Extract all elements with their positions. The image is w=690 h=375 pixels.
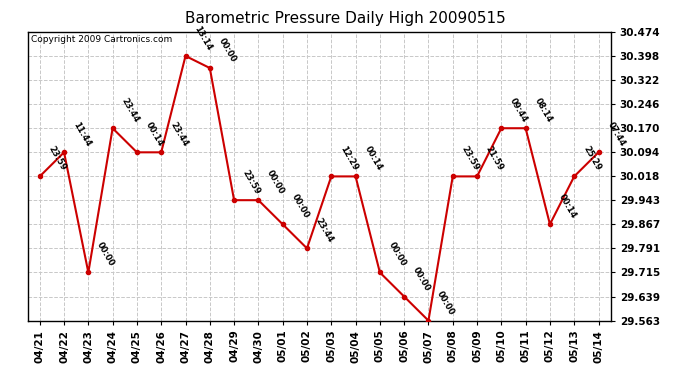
Text: 00:14: 00:14 <box>144 121 165 148</box>
Text: 00:00: 00:00 <box>95 241 116 268</box>
Text: 00:14: 00:14 <box>557 192 578 220</box>
Text: 13:14: 13:14 <box>193 24 214 52</box>
Text: 00:00: 00:00 <box>266 169 286 196</box>
Text: Barometric Pressure Daily High 20090515: Barometric Pressure Daily High 20090515 <box>185 11 505 26</box>
Text: 00:00: 00:00 <box>435 289 456 316</box>
Text: Copyright 2009 Cartronics.com: Copyright 2009 Cartronics.com <box>30 35 172 44</box>
Text: 12:29: 12:29 <box>338 145 359 172</box>
Text: 11:44: 11:44 <box>71 120 92 148</box>
Text: 23:59: 23:59 <box>241 168 262 196</box>
Text: 23:59: 23:59 <box>47 145 68 172</box>
Text: 07:44: 07:44 <box>605 121 627 148</box>
Text: 23:44: 23:44 <box>168 120 189 148</box>
Text: 08:14: 08:14 <box>533 96 553 124</box>
Text: 25:29: 25:29 <box>581 145 602 172</box>
Text: 00:00: 00:00 <box>411 265 432 292</box>
Text: 23:59: 23:59 <box>460 145 481 172</box>
Text: 23:44: 23:44 <box>119 96 141 124</box>
Text: 09:44: 09:44 <box>509 96 529 124</box>
Text: 21:59: 21:59 <box>484 145 505 172</box>
Text: 00:00: 00:00 <box>217 36 238 64</box>
Text: 00:00: 00:00 <box>387 241 408 268</box>
Text: 00:14: 00:14 <box>362 145 384 172</box>
Text: 23:44: 23:44 <box>314 216 335 244</box>
Text: 00:00: 00:00 <box>290 193 310 220</box>
